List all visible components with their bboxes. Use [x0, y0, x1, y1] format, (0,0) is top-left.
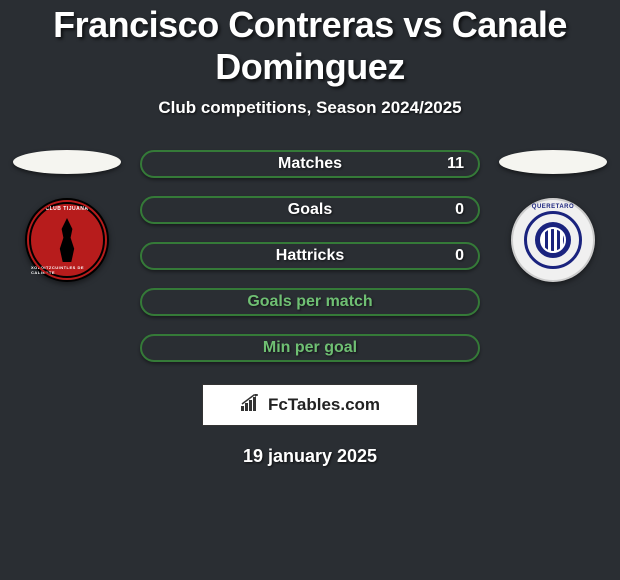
stat-label: Hattricks: [276, 247, 344, 265]
badge-text-top: CLUB TIJUANA: [46, 206, 89, 212]
stat-pill: Matches 11: [140, 150, 480, 178]
site-label: FcTables.com: [268, 395, 380, 415]
chart-icon: [240, 394, 262, 417]
stat-right-value: 0: [455, 247, 464, 265]
left-club-badge: CLUB TIJUANA XOLOITZCUINTLES DE CALIENTE: [25, 198, 109, 282]
stat-pill: Hattricks 0: [140, 242, 480, 270]
stat-label: Goals: [288, 201, 332, 219]
stats-column: Matches 11 Goals 0 Hattricks 0 Goals per match…: [140, 150, 480, 362]
right-club-badge: QUERETARO: [511, 198, 595, 282]
subtitle: Club competitions, Season 2024/2025: [0, 98, 620, 118]
badge-inner: [527, 214, 579, 266]
stat-pill: Goals 0: [140, 196, 480, 224]
stat-label: Min per goal: [263, 339, 357, 357]
stat-label: Goals per match: [247, 293, 372, 311]
page-title: Francisco Contreras vs Canale Dominguez: [0, 4, 620, 88]
date-label: 19 january 2025: [0, 446, 620, 467]
left-player-col: CLUB TIJUANA XOLOITZCUINTLES DE CALIENTE: [12, 150, 122, 282]
comparison-card: Francisco Contreras vs Canale Dominguez …: [0, 0, 620, 467]
stat-pill: Min per goal: [140, 334, 480, 362]
left-name-pill: [13, 150, 121, 174]
badge-text-top: QUERETARO: [532, 204, 574, 210]
stat-pill: Goals per match: [140, 288, 480, 316]
right-name-pill: [499, 150, 607, 174]
site-attribution: FcTables.com: [202, 384, 418, 426]
right-player-col: QUERETARO: [498, 150, 608, 282]
stat-right-value: 11: [447, 155, 464, 173]
badge-text-bottom: XOLOITZCUINTLES DE CALIENTE: [31, 265, 103, 275]
stat-label: Matches: [278, 155, 342, 173]
stat-right-value: 0: [455, 201, 464, 219]
main-row: CLUB TIJUANA XOLOITZCUINTLES DE CALIENTE…: [0, 150, 620, 362]
